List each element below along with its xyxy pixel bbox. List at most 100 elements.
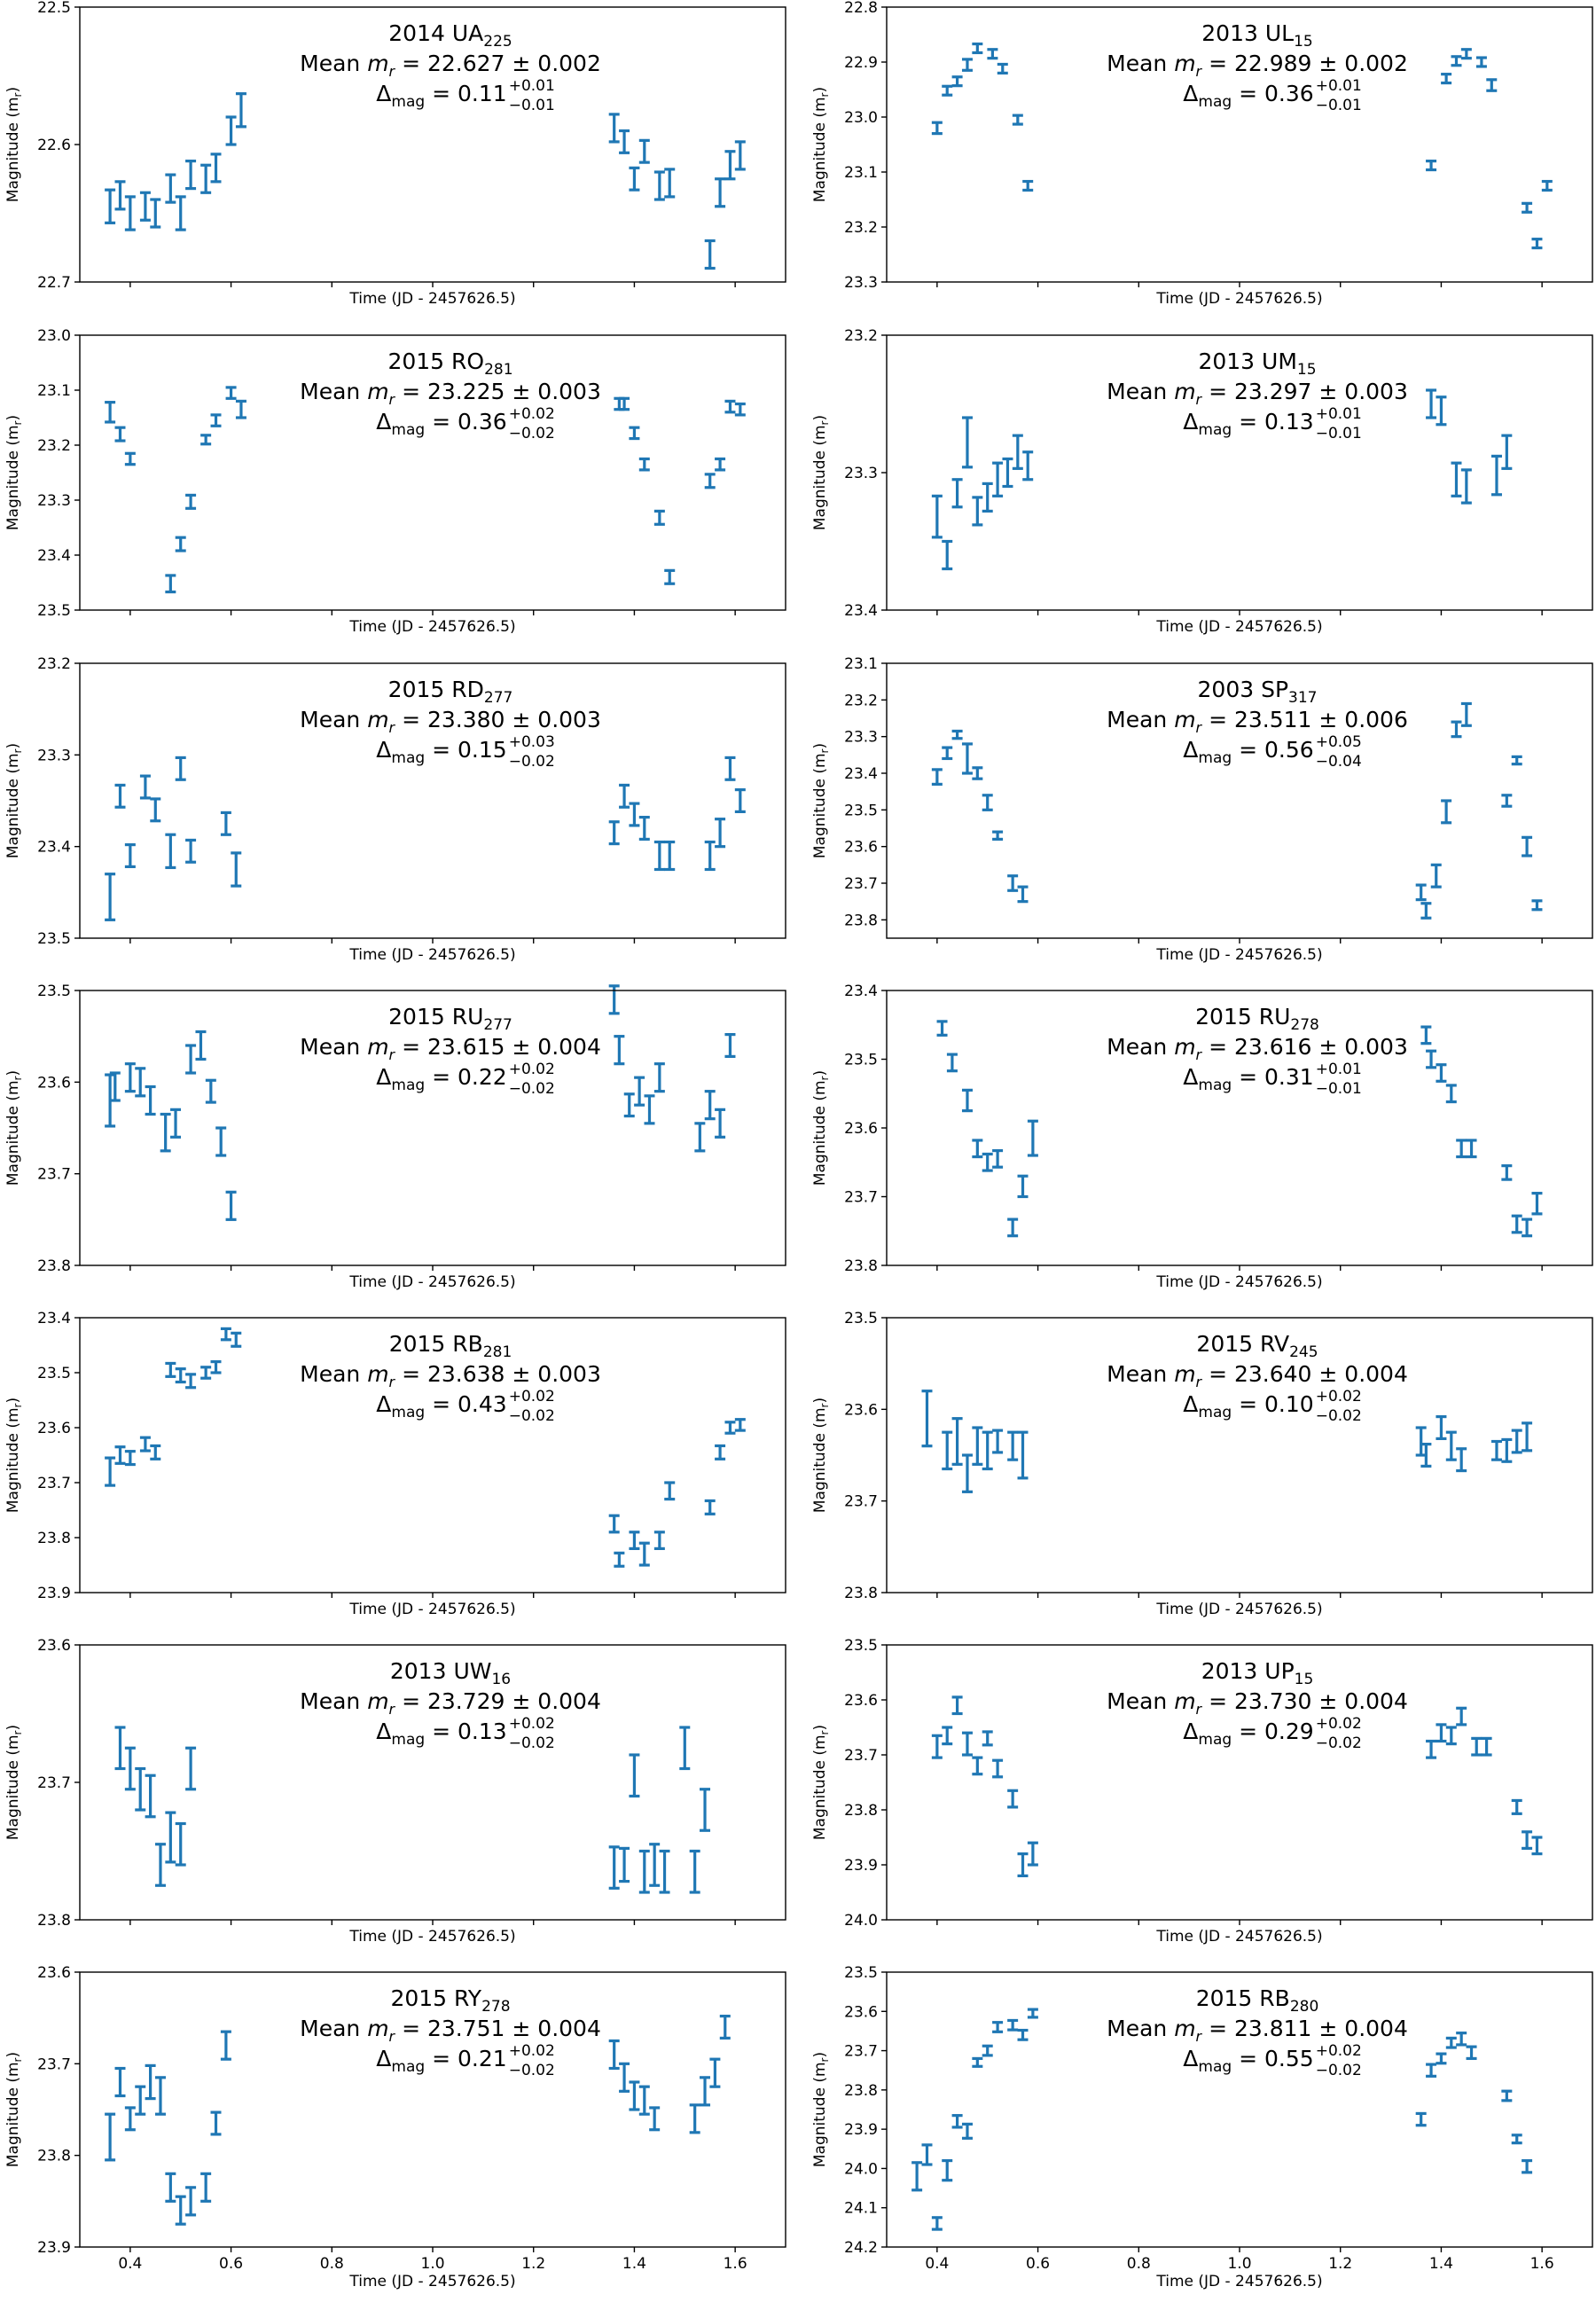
x-axis-label: Time (JD - 2457626.5)	[348, 1273, 515, 1291]
errorbar-point	[1436, 1063, 1447, 1083]
errorbar-point	[175, 195, 186, 231]
y-tick-label: 23.7	[844, 875, 878, 893]
y-tick-label: 23.9	[37, 2239, 71, 2257]
errorbar-point	[614, 1035, 625, 1066]
errorbar-point	[931, 1734, 943, 1759]
delta-upper-error: +0.02	[509, 1061, 555, 1078]
errorbar-point	[704, 239, 716, 270]
errorbar-point	[638, 1541, 650, 1567]
errorbar-point	[1511, 1798, 1522, 1815]
errorbar-point	[961, 1088, 973, 1113]
errorbar-point	[200, 163, 212, 194]
errorbar-point	[231, 1331, 242, 1348]
mean-magnitude: Mean mr = 23.730 ± 0.004	[1107, 1688, 1408, 1718]
errorbar-point	[1426, 1739, 1437, 1759]
object-name: 2015 RU278	[1195, 1004, 1319, 1034]
errorbar-point	[160, 1112, 171, 1153]
x-tick-label: 1.6	[1530, 2255, 1554, 2273]
errorbar-point	[1456, 1139, 1467, 1159]
delta-lower-error: −0.01	[1316, 1080, 1362, 1098]
y-tick-label: 23.8	[37, 1530, 71, 1547]
x-tick-label: 0.6	[219, 2255, 243, 2273]
errorbar-point	[921, 2143, 933, 2166]
y-tick-label: 23.5	[844, 802, 878, 819]
y-tick-label: 23.5	[37, 1365, 71, 1382]
errorbar-point	[619, 129, 630, 154]
y-tick-label: 23.7	[844, 1747, 878, 1765]
x-tick-label: 0.4	[925, 2255, 949, 2273]
errorbar-point	[145, 1773, 156, 1819]
delta-magnitude: Δmag = 0.13	[376, 1719, 506, 1749]
errorbar-point	[105, 401, 116, 424]
errorbar-point	[124, 2106, 136, 2132]
delta-magnitude: Δmag = 0.22	[376, 1064, 506, 1094]
errorbar-point	[1007, 1430, 1019, 1461]
delta-lower-error: −0.02	[509, 1734, 555, 1752]
errorbar-point	[114, 2066, 126, 2098]
object-name: 2015 RD277	[388, 677, 513, 707]
y-tick-label: 22.7	[37, 274, 71, 292]
mean-magnitude: Mean mr = 22.627 ± 0.002	[300, 51, 601, 80]
x-axis-label: Time (JD - 2457626.5)	[1155, 290, 1322, 308]
y-tick-label: 23.3	[844, 465, 878, 482]
errorbar-point	[135, 2085, 146, 2116]
errorbar-point	[105, 188, 116, 224]
delta-upper-error: +0.02	[509, 405, 555, 423]
delta-magnitude: Δmag = 0.13	[1183, 409, 1313, 439]
y-tick-label: 23.2	[844, 692, 878, 709]
errorbar-point	[1445, 1430, 1457, 1461]
y-tick-label: 23.5	[37, 930, 71, 948]
errorbar-point	[972, 1756, 983, 1776]
y-axis-label: Magnitude (mr)	[811, 415, 831, 530]
y-tick-label: 23.4	[844, 602, 878, 620]
errorbar-point	[185, 1044, 197, 1075]
errorbar-point	[982, 1730, 993, 1747]
errorbar-point	[205, 1078, 216, 1104]
errorbar-point	[124, 1746, 136, 1791]
errorbar-point	[700, 1788, 711, 1832]
errorbar-point	[165, 2172, 176, 2203]
errorbar-point	[195, 1030, 207, 1061]
errorbar-point	[210, 2110, 222, 2136]
errorbar-point	[165, 833, 176, 870]
x-axis-label: Time (JD - 2457626.5)	[1155, 1928, 1322, 1946]
object-name: 2013 UL15	[1201, 20, 1312, 51]
errorbar-point	[145, 1084, 156, 1116]
errorbar-point	[235, 399, 246, 419]
y-axis-label: Magnitude (mr)	[4, 743, 24, 858]
errorbar-point	[1451, 461, 1462, 497]
errorbar-point	[1501, 1437, 1513, 1463]
errorbar-point	[629, 802, 640, 827]
errorbar-point	[982, 1152, 993, 1172]
delta-lower-error: −0.01	[1316, 425, 1362, 442]
errorbar-point	[139, 774, 151, 800]
errorbar-point	[114, 180, 126, 211]
errorbar-point	[220, 1327, 231, 1342]
errorbar-point	[1012, 434, 1023, 470]
y-tick-label: 22.6	[37, 137, 71, 154]
x-axis-label: Time (JD - 2457626.5)	[348, 1601, 515, 1618]
lightcurve-panel: 23.4 23.5 23.6 23.7 23.8 23.9 Time (JD - 24576…	[4, 1310, 786, 1618]
y-tick-label: 23.4	[37, 547, 71, 565]
errorbar-point	[1531, 238, 1543, 250]
errorbar-point	[715, 457, 726, 472]
errorbar-point	[1436, 1723, 1447, 1743]
y-tick-label: 23.8	[844, 1585, 878, 1602]
errorbar-point	[1471, 1736, 1483, 1757]
delta-magnitude: Δmag = 0.43	[376, 1391, 506, 1421]
errorbar-point	[936, 1020, 948, 1037]
errorbar-point	[629, 2080, 640, 2111]
y-axis-label: Magnitude (mr)	[811, 1070, 831, 1186]
errorbar-point	[638, 138, 650, 164]
errorbar-point	[150, 198, 161, 229]
errorbar-point	[608, 1845, 620, 1890]
lightcurve-panel: 23.5 23.6 23.7 23.8 23.9 24.0 Time (JD - 24576…	[811, 1637, 1593, 1946]
y-tick-label: 23.3	[844, 274, 878, 292]
object-name: 2015 RB281	[389, 1331, 512, 1361]
lightcurve-panel: 23.6 23.7 23.8 23.9 0.4 0.6 0.8 1.0 1.2 1.4 1.6 Tim…	[4, 1964, 786, 2290]
errorbar-point	[1481, 1736, 1492, 1757]
errorbar-point	[220, 2030, 231, 2061]
errorbar-point	[619, 783, 630, 809]
errorbar-point	[105, 873, 116, 921]
